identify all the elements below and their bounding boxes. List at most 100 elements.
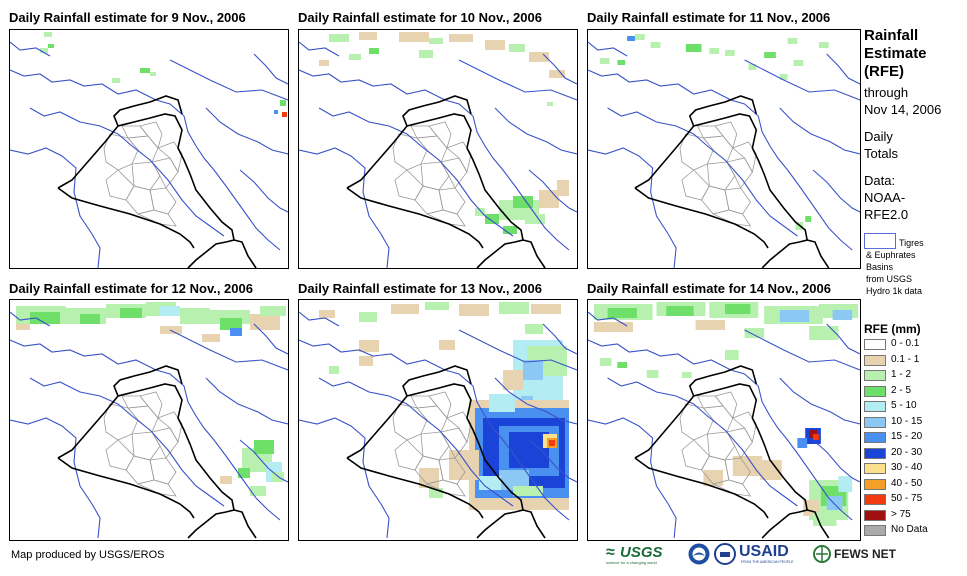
- rainfall-cell: [838, 476, 853, 492]
- rainfall-cell: [607, 308, 637, 318]
- rainfall-cell: [319, 310, 335, 318]
- border-line: [57, 457, 195, 519]
- legend-swatch: [864, 339, 886, 350]
- province-boundary: [714, 391, 738, 419]
- rainfall-cell: [44, 32, 52, 37]
- rainfall-cell: [449, 34, 473, 42]
- sidebar-through: through: [864, 85, 909, 100]
- legend-swatch: [864, 494, 886, 505]
- river-line: [588, 69, 759, 117]
- rainfall-cell: [557, 180, 569, 196]
- river-line: [494, 377, 577, 425]
- province-boundaries: [392, 121, 472, 227]
- rainfall-cell: [818, 42, 829, 48]
- rainfall-cell: [813, 434, 819, 440]
- rainfall-cell: [809, 326, 839, 340]
- rainfall-cell: [349, 54, 361, 60]
- legend-label: 20 - 30: [891, 446, 923, 458]
- border-line: [806, 239, 830, 268]
- province-boundary: [428, 391, 452, 419]
- rainfall-cell: [549, 70, 565, 78]
- rainfall-cell: [503, 370, 523, 390]
- legend-label: 0 - 0.1: [891, 338, 920, 349]
- river-line: [10, 311, 51, 327]
- usgs-logo-tagline: science for a changing world: [606, 560, 657, 565]
- province-boundary: [394, 169, 424, 201]
- rainfall-cell: [531, 304, 561, 314]
- province-boundary: [127, 135, 159, 163]
- map-panel-nov10: [298, 29, 578, 269]
- rainfall-cell: [539, 452, 549, 462]
- usaid-logo: USAID FROM THE AMERICAN PEOPLE: [739, 542, 809, 566]
- border-line: [522, 509, 546, 539]
- map-panel-nov14: [587, 299, 861, 541]
- river-line: [29, 377, 225, 507]
- river-line: [588, 339, 759, 387]
- province-boundary: [726, 157, 753, 189]
- province-boundary: [681, 439, 710, 471]
- rainfall-cell: [617, 60, 626, 65]
- rainfall-cell: [695, 320, 725, 330]
- border-line: [688, 95, 758, 127]
- sidebar-title-line: (RFE): [864, 63, 904, 80]
- legend-swatch: [864, 370, 886, 381]
- province-boundaries: [679, 121, 757, 227]
- legend-label: 30 - 40: [891, 462, 923, 473]
- rainfall-cell: [359, 356, 373, 366]
- rainfall-cell: [593, 322, 634, 332]
- rainfall-cell: [282, 112, 287, 117]
- sidebar-data-label: Data:: [864, 173, 896, 188]
- basin-caption: Hydro 1k data: [866, 286, 923, 296]
- province-boundary: [420, 431, 450, 461]
- province-boundary: [105, 439, 135, 471]
- basin-caption: Tigres: [899, 238, 924, 248]
- province-boundary: [103, 403, 139, 441]
- rainfall-cell: [724, 350, 739, 360]
- usaid-logo-text: USAID: [739, 543, 789, 560]
- legend-label: > 75: [891, 508, 911, 520]
- river-line: [239, 169, 288, 213]
- national-border: [346, 365, 546, 539]
- rainfall-cell: [547, 102, 553, 106]
- legend-swatch: [864, 509, 886, 521]
- sidebar-data-source: RFE2.0: [864, 207, 909, 222]
- fewsnet-globe-icon: [813, 545, 831, 563]
- rainfall-cell: [425, 302, 449, 310]
- river-line: [299, 69, 474, 117]
- border-line: [57, 113, 235, 268]
- river-line: [169, 59, 288, 101]
- rainfall-cell: [793, 60, 804, 66]
- national-border: [634, 95, 830, 268]
- rainfall-cell: [797, 438, 808, 448]
- province-boundary: [420, 161, 450, 191]
- province-boundary: [706, 431, 736, 461]
- border-line: [522, 239, 546, 268]
- province-boundary: [125, 185, 155, 215]
- basin-rivers: [10, 41, 288, 268]
- basin-rivers: [10, 311, 288, 539]
- province-boundary: [392, 133, 428, 171]
- panel-title-nov13: Daily Rainfall estimate for 13 Nov., 200…: [298, 281, 542, 296]
- legend-label: 0.1 - 1: [891, 353, 920, 365]
- river-line: [472, 115, 570, 251]
- rainfall-cell: [391, 304, 419, 314]
- rainfall-map: [588, 34, 860, 268]
- rainfall-cell: [764, 52, 776, 58]
- rainfall-cell: [230, 328, 242, 336]
- province-boundary: [127, 405, 159, 433]
- rainfall-cell: [779, 74, 788, 80]
- river-line: [10, 147, 101, 268]
- river-line: [169, 329, 288, 371]
- river-line: [826, 53, 860, 85]
- rainfall-cell: [509, 44, 525, 52]
- rainfall-cell: [419, 468, 439, 488]
- noaa-seal-icon: [688, 542, 710, 566]
- river-line: [812, 169, 860, 213]
- rainfall-cell: [16, 324, 30, 330]
- river-line: [779, 107, 860, 155]
- river-line: [299, 41, 340, 57]
- river-line: [318, 107, 514, 237]
- province-boundary: [392, 403, 428, 441]
- rainfall-cell: [703, 470, 724, 486]
- legend-swatch: [864, 447, 886, 459]
